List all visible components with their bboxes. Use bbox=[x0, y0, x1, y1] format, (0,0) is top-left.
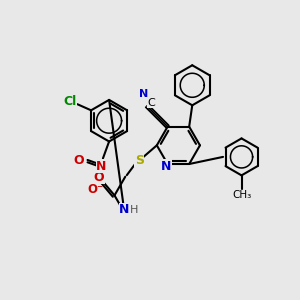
Text: O⁻: O⁻ bbox=[87, 183, 104, 196]
Text: N: N bbox=[139, 89, 148, 99]
Text: Cl: Cl bbox=[63, 94, 76, 108]
Text: O: O bbox=[94, 171, 104, 184]
Text: O: O bbox=[73, 154, 84, 167]
Text: H: H bbox=[130, 205, 139, 214]
Text: C: C bbox=[148, 98, 155, 108]
Text: CH₃: CH₃ bbox=[232, 190, 251, 200]
Text: S: S bbox=[135, 154, 144, 167]
Text: N: N bbox=[96, 160, 106, 172]
Text: N: N bbox=[119, 203, 130, 216]
Text: N: N bbox=[161, 160, 171, 173]
